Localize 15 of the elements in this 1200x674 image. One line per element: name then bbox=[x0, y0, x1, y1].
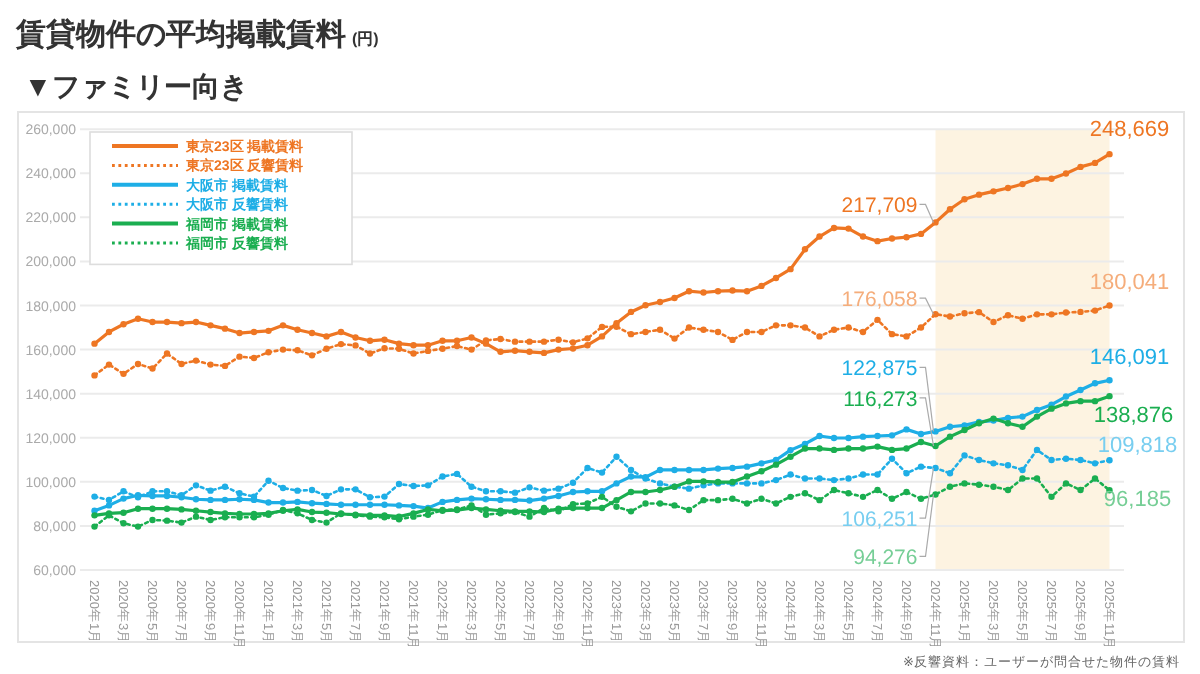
data-label: 94,276 bbox=[853, 546, 918, 571]
data-label: 248,669 bbox=[1089, 118, 1170, 143]
data-label: 122,875 bbox=[841, 357, 918, 382]
data-label: 176,058 bbox=[841, 288, 918, 313]
data-label: 96,185 bbox=[1103, 488, 1172, 513]
chart-title: 賃貸物件の平均掲載賃料 bbox=[14, 16, 346, 52]
data-label: 138,876 bbox=[1093, 404, 1174, 429]
y-axis-title: (円) bbox=[352, 30, 380, 48]
data-label: 109,818 bbox=[1097, 434, 1178, 459]
chart-subtitle: ▼ファミリー向き bbox=[24, 70, 248, 102]
data-label: 146,091 bbox=[1089, 346, 1170, 371]
data-label: 106,251 bbox=[841, 508, 918, 533]
data-label: 116,273 bbox=[843, 387, 918, 412]
data-label: 217,709 bbox=[841, 194, 918, 219]
data-label: 180,041 bbox=[1089, 271, 1170, 296]
